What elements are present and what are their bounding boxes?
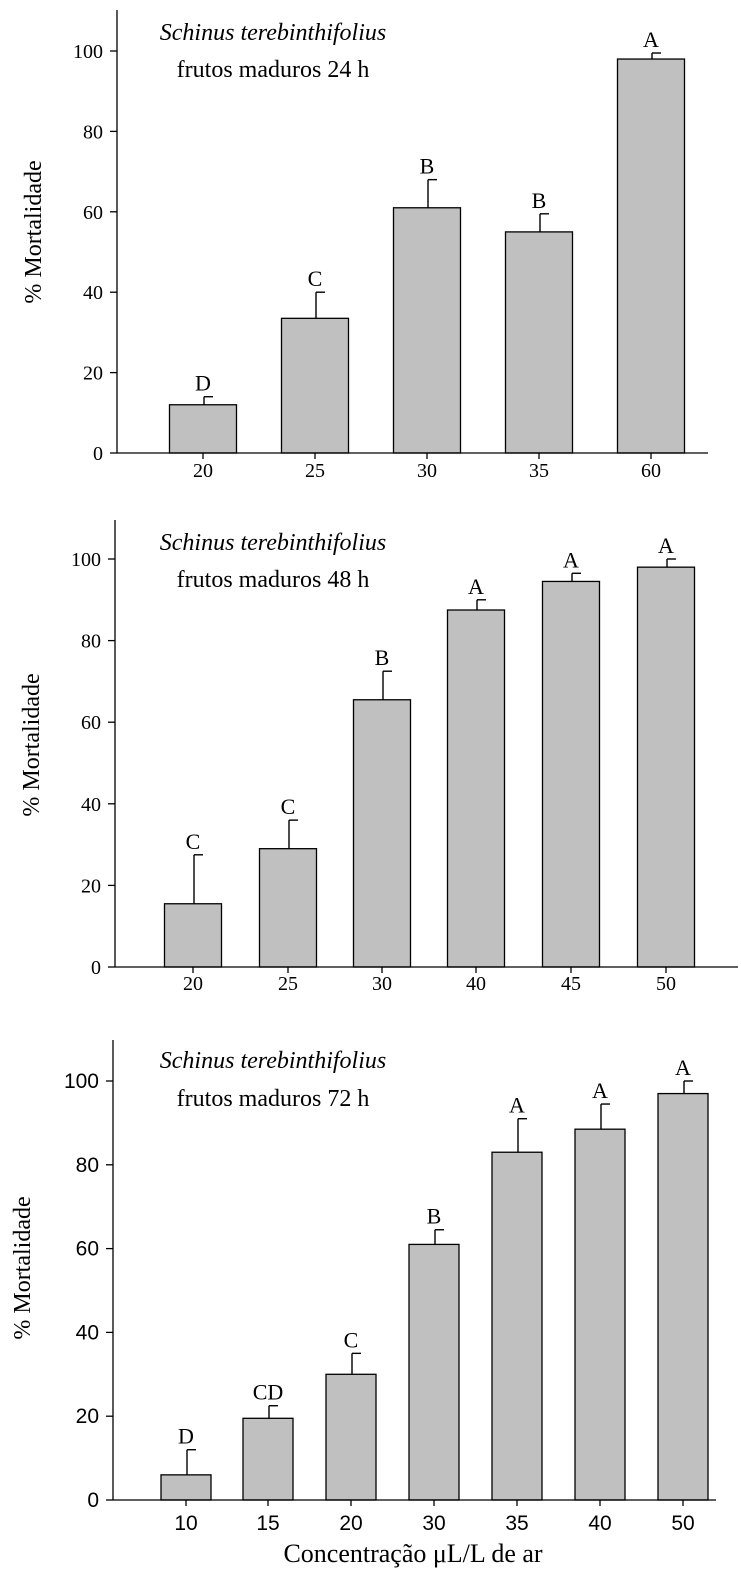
y-tick-label: 40 bbox=[83, 282, 103, 304]
x-tick-label: 45 bbox=[561, 973, 581, 995]
x-tick-label: 35 bbox=[529, 460, 549, 482]
bar bbox=[616, 58, 686, 454]
x-axis-label: Concentração μL/L de ar bbox=[283, 1539, 542, 1568]
bar bbox=[392, 207, 462, 454]
bar bbox=[258, 848, 318, 968]
significance-letter: A bbox=[658, 533, 674, 558]
panel-48h: C 20 C 25 B 30 A 40 A 45 A 50 0 20 40 60 80 100 Schinus t… bbox=[19, 520, 738, 995]
bar bbox=[408, 1243, 460, 1501]
y-tick-label: 80 bbox=[76, 1154, 99, 1177]
marks-24h: D 20 C 25 B 30 B 35 A 60 0 20 40 60 80 100 bbox=[73, 27, 686, 482]
x-tick-label: 50 bbox=[671, 1512, 694, 1535]
y-tick-label: 80 bbox=[83, 121, 103, 143]
bar bbox=[352, 699, 412, 968]
bar bbox=[446, 609, 506, 968]
bar bbox=[325, 1373, 377, 1501]
bar bbox=[160, 1474, 212, 1501]
y-tick-label: 80 bbox=[81, 631, 101, 653]
x-tick-label: 60 bbox=[641, 460, 661, 482]
y-tick-label: 40 bbox=[81, 794, 101, 816]
y-axis-label: % Mortalidade bbox=[19, 673, 45, 816]
y-tick-label: 100 bbox=[71, 549, 101, 571]
significance-letter: CD bbox=[253, 1380, 284, 1405]
significance-letter: A bbox=[509, 1093, 525, 1118]
y-tick-label: 0 bbox=[93, 443, 103, 465]
bar bbox=[242, 1417, 294, 1501]
marks-48h: C 20 C 25 B 30 A 40 A 45 A 50 0 20 40 60 80 100 bbox=[71, 533, 696, 995]
bar bbox=[574, 1128, 626, 1501]
significance-letter: B bbox=[427, 1204, 442, 1229]
y-tick-label: 60 bbox=[76, 1238, 99, 1261]
x-tick-label: 25 bbox=[278, 973, 298, 995]
significance-letter: A bbox=[643, 27, 659, 52]
x-tick-label: 40 bbox=[466, 973, 486, 995]
chart-title-line2: frutos maduros 48 h bbox=[177, 567, 370, 593]
significance-letter: C bbox=[308, 266, 323, 291]
bar bbox=[541, 580, 601, 968]
y-axis-label: % Mortalidade bbox=[21, 160, 47, 303]
x-tick-label: 40 bbox=[588, 1512, 611, 1535]
y-tick-label: 0 bbox=[87, 1489, 99, 1512]
x-tick-label: 25 bbox=[305, 460, 325, 482]
bar bbox=[163, 903, 223, 968]
chart-title-line2: frutos maduros 72 h bbox=[177, 1086, 370, 1112]
x-tick-label: 15 bbox=[256, 1512, 279, 1535]
y-tick-label: 60 bbox=[83, 202, 103, 224]
x-tick-label: 50 bbox=[656, 973, 676, 995]
significance-letter: A bbox=[468, 574, 484, 599]
y-tick-label: 100 bbox=[73, 41, 103, 63]
significance-letter: C bbox=[186, 829, 201, 854]
x-tick-label: 20 bbox=[183, 973, 203, 995]
y-tick-label: 100 bbox=[64, 1070, 99, 1093]
panel-72h: D 10 CD 15 C 20 B 30 A 35 A 40 A 50 0 20 40 60 80 100 Schin… bbox=[10, 1040, 716, 1568]
chart-title-line1: Schinus terebinthifolius bbox=[160, 20, 386, 46]
significance-letter: B bbox=[420, 154, 435, 179]
panel-24h: D 20 C 25 B 30 B 35 A 60 0 20 40 60 80 100 Schinus tere… bbox=[21, 10, 708, 482]
significance-letter: D bbox=[195, 371, 211, 396]
y-tick-label: 60 bbox=[81, 712, 101, 734]
significance-letter: B bbox=[532, 188, 547, 213]
significance-letter: C bbox=[344, 1327, 359, 1352]
x-tick-label: 10 bbox=[174, 1512, 197, 1535]
significance-letter: A bbox=[675, 1055, 691, 1080]
y-tick-label: 20 bbox=[81, 875, 101, 897]
bar bbox=[491, 1151, 543, 1501]
chart-title-line2: frutos maduros 24 h bbox=[177, 57, 370, 83]
bar bbox=[504, 231, 574, 454]
y-tick-label: 20 bbox=[83, 363, 103, 385]
bar bbox=[280, 317, 350, 454]
significance-letter: B bbox=[375, 645, 390, 670]
bar bbox=[657, 1092, 709, 1501]
x-tick-label: 20 bbox=[193, 460, 213, 482]
y-tick-label: 20 bbox=[76, 1405, 99, 1428]
x-tick-label: 20 bbox=[339, 1512, 362, 1535]
y-tick-label: 40 bbox=[76, 1321, 99, 1344]
x-tick-label: 30 bbox=[417, 460, 437, 482]
bar bbox=[168, 404, 238, 454]
chart-title-line1: Schinus terebinthifolius bbox=[160, 1048, 386, 1074]
y-tick-label: 0 bbox=[91, 957, 101, 979]
significance-letter: A bbox=[563, 547, 579, 572]
x-tick-label: 30 bbox=[422, 1512, 445, 1535]
bar bbox=[636, 566, 696, 968]
significance-letter: C bbox=[281, 794, 296, 819]
significance-letter: A bbox=[592, 1078, 608, 1103]
significance-letter: D bbox=[178, 1424, 194, 1449]
x-tick-label: 30 bbox=[372, 973, 392, 995]
y-axis-label: % Mortalidade bbox=[10, 1196, 36, 1339]
marks-72h: D 10 CD 15 C 20 B 30 A 35 A 40 A 50 0 20 40 60 80 100 bbox=[64, 1055, 709, 1535]
x-tick-label: 35 bbox=[505, 1512, 528, 1535]
chart-title-line1: Schinus terebinthifolius bbox=[160, 530, 386, 556]
